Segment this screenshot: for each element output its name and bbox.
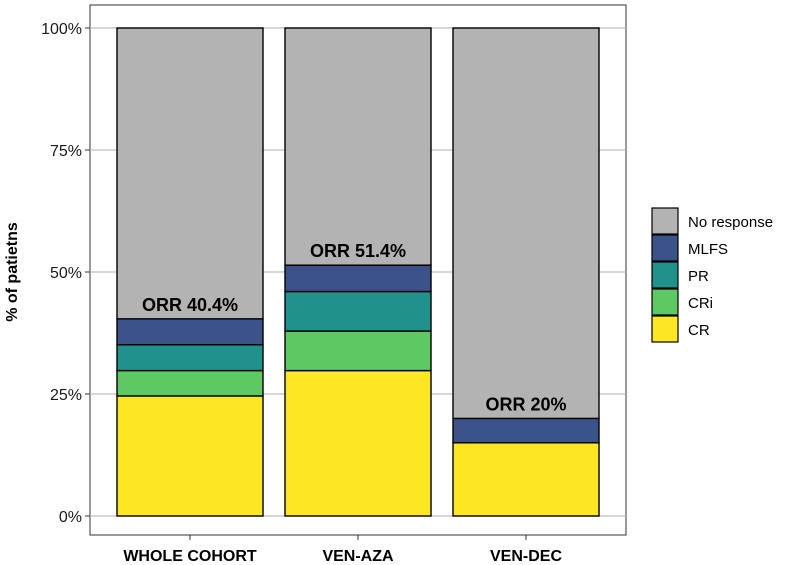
legend-label-pr: PR: [688, 268, 709, 285]
annotation-orr-ven-dec: ORR 20%: [485, 394, 566, 414]
legend: No response MLFS PR CRi CR: [651, 207, 773, 343]
legend-swatch-pr: [651, 261, 679, 289]
bar-ven-aza-cri: [284, 330, 432, 372]
annotation-orr-ven-aza: ORR 51.4%: [310, 241, 406, 261]
bar-whole-cohort-no-response: [116, 27, 264, 320]
x-tick-label-ven-dec: VEN-DEC: [490, 548, 562, 565]
legend-label-cri: CRi: [688, 295, 713, 312]
bar-ven-dec-no-response: [452, 27, 600, 420]
bar-whole-cohort-cr: [116, 395, 264, 517]
x-tick-label-ven-aza: VEN-AZA: [322, 548, 394, 565]
annotations: ORR 40.4% ORR 51.4% ORR 20%: [142, 241, 567, 414]
annotation-orr-whole-cohort: ORR 40.4%: [142, 295, 238, 315]
bar-whole-cohort-mlfs: [116, 318, 264, 346]
bar-ven-dec-mlfs: [452, 417, 600, 444]
y-tick-label-0: 0%: [59, 509, 82, 526]
legend-swatch-no-response: [651, 207, 679, 235]
bar-ven-aza-cr: [284, 369, 432, 517]
y-tick-label-100: 100%: [41, 21, 82, 38]
bar-ven-aza-mlfs: [284, 264, 432, 293]
axes: 0% 25% 50% 75% 100% WHOLE COHORT VEN-AZA VEN-DE…: [41, 21, 562, 565]
bar-whole-cohort-pr: [116, 344, 264, 372]
bar-whole-cohort-cri: [116, 369, 264, 397]
y-tick-label-50: 50%: [50, 265, 82, 282]
legend-label-no-response: No response: [688, 214, 773, 231]
legend-swatch-cr: [651, 315, 679, 343]
y-tick-label-25: 25%: [50, 387, 82, 404]
legend-label-mlfs: MLFS: [688, 241, 728, 258]
legend-swatch-cri: [651, 288, 679, 316]
bar-ven-dec-cr: [452, 442, 600, 517]
x-tick-label-whole-cohort: WHOLE COHORT: [123, 548, 257, 565]
legend-label-cr: CR: [688, 322, 710, 339]
y-tick-label-75: 75%: [50, 143, 82, 160]
bar-ven-aza-pr: [284, 290, 432, 332]
bar-ven-aza-no-response: [284, 27, 432, 266]
y-axis-label: % of patietns: [4, 222, 21, 322]
legend-swatch-mlfs: [651, 234, 679, 262]
bars: [116, 27, 600, 517]
